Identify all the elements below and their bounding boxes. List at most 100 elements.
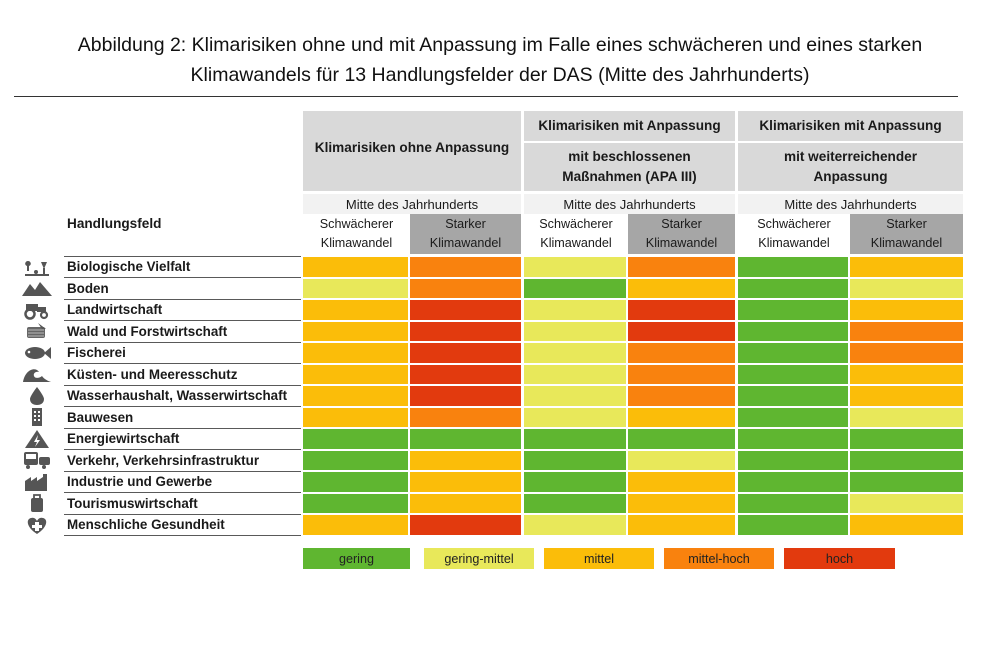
heatmap-cell bbox=[738, 386, 848, 406]
heatmap-cell bbox=[850, 407, 963, 427]
heatmap-cell bbox=[628, 429, 735, 449]
heatmap-cell bbox=[850, 493, 963, 513]
row-label-energiewirtschaft: Energiewirtschaft bbox=[67, 431, 180, 446]
heatmap-cell bbox=[738, 343, 848, 363]
heatmap-cell bbox=[738, 493, 848, 513]
heatmap-cell bbox=[410, 343, 521, 363]
heatmap-cell bbox=[410, 364, 521, 384]
scenario-weak-3-label: Schwächerer Klimawandel bbox=[757, 217, 831, 250]
period-group-3: Mitte des Jahrhunderts bbox=[738, 194, 963, 214]
row-label-industrie-und-gewerbe: Industrie und Gewerbe bbox=[67, 474, 213, 489]
row-separator bbox=[64, 406, 301, 407]
row-separator bbox=[64, 427, 301, 429]
fish-icon bbox=[25, 347, 51, 359]
heatmap-cell bbox=[303, 300, 408, 320]
heatmap-cell bbox=[628, 257, 735, 277]
heatmap-cell bbox=[524, 472, 626, 492]
heatmap-cell bbox=[850, 321, 963, 341]
legend-item-gering-mittel: gering-mittel bbox=[424, 548, 534, 569]
row-label-tourismuswirtschaft: Tourismuswirtschaft bbox=[67, 495, 198, 511]
row-label-wasserhaushalt: Wasserhaushalt, Wasserwirtschaft bbox=[67, 388, 288, 403]
heatmap-cell bbox=[738, 300, 848, 320]
suitcase-icon bbox=[31, 494, 43, 512]
scenario-strong-1-label: Starker Klimawandel bbox=[429, 217, 502, 250]
header-group-ohne-anpassung-label: Klimarisiken ohne Anpassung bbox=[314, 140, 510, 156]
heatmap-cell bbox=[410, 407, 521, 427]
heatmap-cell bbox=[738, 407, 848, 427]
wave-icon bbox=[23, 369, 51, 382]
row-separator bbox=[64, 341, 301, 343]
row-separator bbox=[64, 470, 301, 472]
heatmap-cell bbox=[738, 257, 848, 277]
row-separator bbox=[64, 277, 301, 278]
header-group-weiter-top: Klimarisiken mit Anpassung bbox=[738, 111, 963, 141]
header-group-ohne-anpassung: Klimarisiken ohne Anpassung bbox=[303, 111, 521, 191]
row-label-menschliche-gesundheit: Menschliche Gesundheit bbox=[67, 517, 225, 532]
energy-icon bbox=[25, 430, 49, 448]
scenario-strong-3-label: Starker Klimawandel bbox=[870, 217, 943, 250]
heatmap-cell bbox=[628, 493, 735, 513]
heatmap-cell bbox=[850, 343, 963, 363]
row-label-fischerei: Fischerei bbox=[67, 345, 126, 360]
heatmap-cell bbox=[628, 321, 735, 341]
heatmap-cell bbox=[628, 300, 735, 320]
heatmap-cell bbox=[628, 450, 735, 470]
heatmap-cell bbox=[410, 300, 521, 320]
heatmap-cell bbox=[410, 493, 521, 513]
heatmap-cell bbox=[524, 343, 626, 363]
row-separator bbox=[64, 255, 301, 257]
heatmap-cell bbox=[303, 386, 408, 406]
forest-icon bbox=[27, 323, 46, 338]
heatmap-cell bbox=[850, 300, 963, 320]
scenario-strong-3: Starker Klimawandel bbox=[850, 214, 963, 254]
row-separator bbox=[64, 320, 301, 321]
health-icon bbox=[27, 517, 47, 534]
heatmap-cell bbox=[524, 278, 626, 298]
row-separator bbox=[64, 513, 301, 515]
scenario-strong-2-label: Starker Klimawandel bbox=[645, 217, 718, 250]
heatmap-cell bbox=[524, 493, 626, 513]
heatmap-cell bbox=[628, 386, 735, 406]
heatmap-cell bbox=[410, 472, 521, 492]
legend-item-gering: gering bbox=[303, 548, 410, 569]
heatmap-cell bbox=[850, 472, 963, 492]
scenario-weak-1: Schwächerer Klimawandel bbox=[303, 214, 410, 254]
heatmap-cell bbox=[738, 321, 848, 341]
row-label-bauwesen: Bauwesen bbox=[67, 409, 134, 425]
row-label-boden: Boden bbox=[67, 280, 109, 296]
heatmap-cell bbox=[850, 257, 963, 277]
heatmap-cell bbox=[850, 429, 963, 449]
legend-item-mittel: mittel bbox=[544, 548, 654, 569]
legend-item-hoch: hoch bbox=[784, 548, 895, 569]
legend-item-mittel-hoch: mittel-hoch bbox=[664, 548, 774, 569]
header-group-apa-sub-label: mit beschlossenen Maßnahmen (APA III) bbox=[562, 149, 697, 184]
heatmap-cell bbox=[303, 515, 408, 535]
row-separator bbox=[64, 449, 301, 450]
row-label-wald-und-forstwirtschaft: Wald und Forstwirtschaft bbox=[67, 323, 228, 339]
scenario-weak-1-label: Schwächerer Klimawandel bbox=[319, 217, 394, 250]
figure-title-line-2: Klimawandels für 13 Handlungsfelder der … bbox=[190, 64, 810, 86]
heatmap-cell bbox=[738, 515, 848, 535]
heatmap-cell bbox=[738, 450, 848, 470]
scenario-weak-2: Schwächerer Klimawandel bbox=[524, 214, 628, 254]
scenario-strong-1: Starker Klimawandel bbox=[410, 214, 521, 254]
heatmap-cell bbox=[410, 278, 521, 298]
row-separator bbox=[64, 298, 301, 300]
header-group-apa-sub: mit beschlossenen Maßnahmen (APA III) bbox=[524, 143, 735, 191]
heatmap-cell bbox=[738, 472, 848, 492]
heatmap-cell bbox=[303, 407, 408, 427]
heatmap-cell bbox=[524, 364, 626, 384]
heatmap-cell bbox=[850, 278, 963, 298]
heatmap-cell bbox=[850, 515, 963, 535]
row-separator bbox=[64, 363, 301, 364]
heatmap-cell bbox=[410, 321, 521, 341]
heatmap-cell bbox=[303, 278, 408, 298]
row-label-biologische-vielfalt: Biologische Vielfalt bbox=[67, 259, 191, 274]
heatmap-cell bbox=[303, 429, 408, 449]
heatmap-cell bbox=[410, 450, 521, 470]
heatmap-cell bbox=[738, 429, 848, 449]
heatmap-cell bbox=[410, 429, 521, 449]
heatmap-cell bbox=[738, 364, 848, 384]
title-rule bbox=[14, 96, 958, 97]
scenario-weak-3: Schwächerer Klimawandel bbox=[738, 214, 850, 254]
